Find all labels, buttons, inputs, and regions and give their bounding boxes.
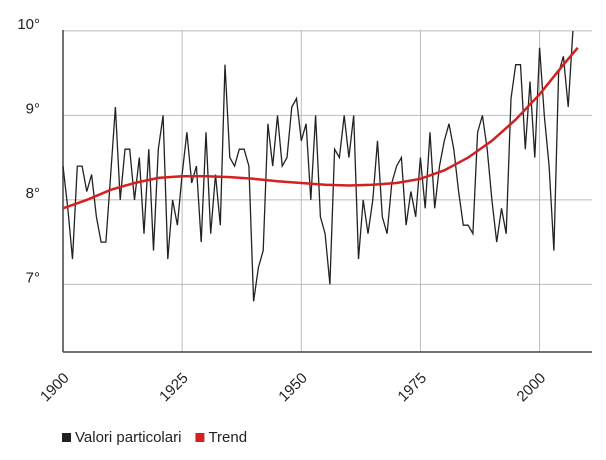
x-tick-label: 1900 <box>37 370 73 406</box>
legend-label: Trend <box>208 429 247 446</box>
x-tick-label: 2000 <box>514 370 550 406</box>
x-tick-label: 1950 <box>275 370 311 406</box>
data-line <box>62 30 574 302</box>
x-tick-label: 1975 <box>394 370 430 406</box>
legend-swatch <box>62 433 71 442</box>
y-tick-label: 7° <box>26 269 40 286</box>
x-tick-label: 1925 <box>156 370 192 406</box>
y-tick-label: 8° <box>26 185 40 202</box>
y-tick-label: 9° <box>26 100 40 117</box>
legend-swatch <box>195 433 205 442</box>
data-line <box>62 46 579 210</box>
legend-label: Valori particolari <box>75 429 181 446</box>
y-tick-label: 10° <box>17 16 40 33</box>
